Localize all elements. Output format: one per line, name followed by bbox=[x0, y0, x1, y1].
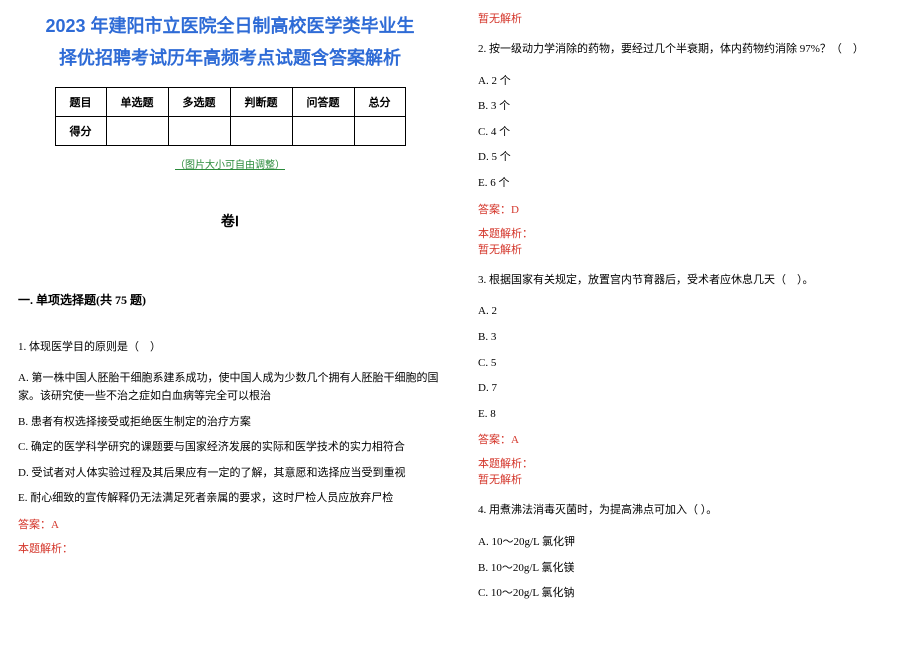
option: B. 3 个 bbox=[478, 98, 902, 116]
option: C. 5 bbox=[478, 355, 902, 373]
section-heading: 一. 单项选择题(共 75 题) bbox=[18, 291, 442, 308]
option: B. 10～20g/L 氯化镁 bbox=[478, 560, 902, 578]
option: D. 受试者对人体实验过程及其后果应有一定的了解，其意愿和选择应当受到重视 bbox=[18, 465, 442, 483]
table-cell bbox=[106, 116, 168, 145]
image-size-note: （图片大小可自由调整） bbox=[18, 156, 442, 171]
option: E. 6 个 bbox=[478, 175, 902, 193]
page: 2023 年建阳市立医院全日制高校医学类毕业生 择优招聘考试历年高频考点试题含答… bbox=[0, 0, 920, 621]
analysis-label: 本题解析： bbox=[478, 455, 902, 471]
table-header: 问答题 bbox=[292, 87, 354, 116]
option: A. 2 个 bbox=[478, 73, 902, 91]
table-cell bbox=[230, 116, 292, 145]
table-cell bbox=[354, 116, 405, 145]
question-stem: 2. 按一级动力学消除的药物，要经过几个半衰期，体内药物约消除 97%？（ ） bbox=[478, 40, 902, 59]
score-table: 题目 单选题 多选题 判断题 问答题 总分 得分 bbox=[55, 87, 406, 146]
table-header: 多选题 bbox=[168, 87, 230, 116]
answer: 答案：D bbox=[478, 201, 902, 217]
analysis-label: 本题解析： bbox=[18, 540, 442, 556]
question-stem: 4. 用煮沸法消毒灭菌时，为提高沸点可加入（ ）。 bbox=[478, 501, 902, 520]
analysis-label: 本题解析： bbox=[478, 225, 902, 241]
table-header: 总分 bbox=[354, 87, 405, 116]
column-left: 2023 年建阳市立医院全日制高校医学类毕业生 择优招聘考试历年高频考点试题含答… bbox=[0, 0, 460, 621]
option: E. 8 bbox=[478, 406, 902, 424]
analysis-body: 暂无解析 bbox=[478, 241, 902, 257]
question-stem: 1. 体现医学目的原则是（ ） bbox=[18, 338, 442, 357]
table-cell bbox=[168, 116, 230, 145]
option: C. 4 个 bbox=[478, 124, 902, 142]
table-cell bbox=[292, 116, 354, 145]
title-line-2: 择优招聘考试历年高频考点试题含答案解析 bbox=[18, 42, 442, 74]
option: B. 3 bbox=[478, 329, 902, 347]
column-right: 暂无解析 2. 按一级动力学消除的药物，要经过几个半衰期，体内药物约消除 97%… bbox=[460, 0, 920, 621]
answer: 答案：A bbox=[18, 516, 442, 532]
analysis-body: 暂无解析 bbox=[478, 10, 902, 26]
table-header: 判断题 bbox=[230, 87, 292, 116]
option: D. 5 个 bbox=[478, 149, 902, 167]
option: A. 10～20g/L 氯化钾 bbox=[478, 534, 902, 552]
option: A. 2 bbox=[478, 303, 902, 321]
table-row: 得分 bbox=[55, 116, 405, 145]
option: A. 第一株中国人胚胎干细胞系建系成功，使中国人成为少数几个拥有人胚胎干细胞的国… bbox=[18, 370, 442, 405]
option: E. 耐心细致的宣传解释仍无法满足死者亲属的要求，这时尸检人员应放弃尸检 bbox=[18, 490, 442, 508]
row-label: 得分 bbox=[55, 116, 106, 145]
question-stem: 3. 根据国家有关规定，放置宫内节育器后，受术者应休息几天（ ）。 bbox=[478, 271, 902, 290]
volume-label: 卷Ⅰ bbox=[18, 211, 442, 231]
title-line-1: 2023 年建阳市立医院全日制高校医学类毕业生 bbox=[18, 10, 442, 42]
option: B. 患者有权选择接受或拒绝医生制定的治疗方案 bbox=[18, 414, 442, 432]
option: C. 确定的医学科学研究的课题要与国家经济发展的实际和医学技术的实力相符合 bbox=[18, 439, 442, 457]
option: C. 10～20g/L 氯化钠 bbox=[478, 585, 902, 603]
document-title: 2023 年建阳市立医院全日制高校医学类毕业生 择优招聘考试历年高频考点试题含答… bbox=[18, 10, 442, 75]
option: D. 7 bbox=[478, 380, 902, 398]
table-header: 单选题 bbox=[106, 87, 168, 116]
table-row: 题目 单选题 多选题 判断题 问答题 总分 bbox=[55, 87, 405, 116]
table-header: 题目 bbox=[55, 87, 106, 116]
answer: 答案：A bbox=[478, 431, 902, 447]
analysis-body: 暂无解析 bbox=[478, 471, 902, 487]
